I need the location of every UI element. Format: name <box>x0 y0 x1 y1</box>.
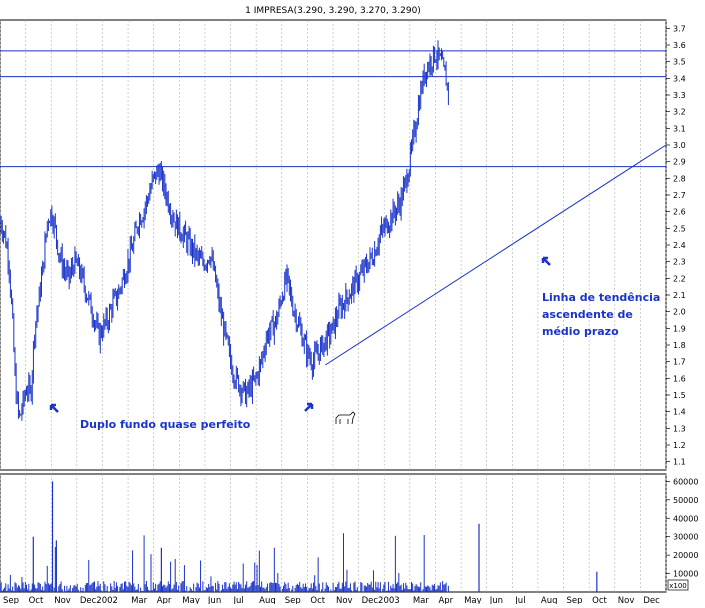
annotation-double-bottom: Duplo fundo quase perfeito <box>80 418 251 431</box>
price-tick-label: 3.7 <box>673 24 686 33</box>
price-tick-label: 3.5 <box>673 58 686 67</box>
price-tick-label: 1.9 <box>673 324 686 333</box>
volume-tick-label: 30000 <box>673 533 698 542</box>
price-tick-label: 1.5 <box>673 391 686 400</box>
x-tick-label: Nov <box>336 596 353 604</box>
price-tick-label: 1.2 <box>673 441 686 450</box>
x-tick-label: May <box>182 596 200 604</box>
price-tick-label: 3.0 <box>673 141 686 150</box>
x-tick-label: Jun <box>489 596 503 604</box>
chart-title: 1 IMPRESA(3.290, 3.290, 3.270, 3.290) <box>245 6 421 16</box>
x-tick-label: Apr <box>157 596 172 604</box>
x-tick-label: Oct <box>310 596 325 604</box>
price-tick-label: 2.4 <box>673 241 686 250</box>
price-tick-label: 2.9 <box>673 158 686 167</box>
volume-tick-label: 10000 <box>673 570 698 579</box>
volume-tick-label: 40000 <box>673 514 698 523</box>
annotation-trend-line2: ascendente de <box>542 308 633 321</box>
volume-unit-box <box>667 579 689 591</box>
price-tick-label: 3.6 <box>673 41 686 50</box>
x-tick-label: Dec <box>643 596 660 604</box>
x-tick-label: Oct <box>592 596 607 604</box>
x-tick-label: Sep <box>567 596 583 604</box>
price-tick-label: 3.3 <box>673 91 686 100</box>
x-tick-label: Oct <box>29 596 44 604</box>
x-tick-label: Dec2002 <box>80 596 118 604</box>
price-tick-label: 1.4 <box>673 408 686 417</box>
x-tick-label: Mar <box>131 596 148 604</box>
trend-line <box>325 144 667 366</box>
price-tick-label: 2.3 <box>673 258 686 267</box>
price-tick-label: 2.1 <box>673 291 686 300</box>
double-bottom-arrow <box>49 403 59 413</box>
x-tick-label: Nov <box>54 596 71 604</box>
x-tick-label: Nov <box>618 596 635 604</box>
bull-icon <box>335 411 356 425</box>
volume-tick-label: 20000 <box>673 551 698 560</box>
x-tick-label: Jul <box>233 596 244 604</box>
x-tick-label: May <box>464 596 482 604</box>
price-tick-label: 2.2 <box>673 274 686 283</box>
volume-tick-label: 50000 <box>673 496 698 505</box>
volume-tick-label: 60000 <box>673 477 698 486</box>
x-tick-label: Mar <box>413 596 430 604</box>
x-tick-label: Aug <box>259 596 276 604</box>
trendline-arrow <box>541 256 551 266</box>
price-tick-label: 2.7 <box>673 191 686 200</box>
annotation-trend-line3: médio prazo <box>542 325 619 338</box>
x-tick-label: Sep <box>285 596 301 604</box>
september-arrow <box>304 402 314 412</box>
price-tick-label: 2.6 <box>673 208 686 217</box>
x-tick-label: Aug <box>541 596 558 604</box>
volume-unit-label: x100 <box>669 582 687 590</box>
x-tick-label: Apr <box>438 596 453 604</box>
price-tick-label: 2.0 <box>673 308 686 317</box>
price-tick-label: 1.1 <box>673 458 686 467</box>
price-tick-label: 1.6 <box>673 374 686 383</box>
price-tick-label: 2.5 <box>673 224 686 233</box>
x-tick-label: Jul <box>514 596 525 604</box>
price-tick-label: 1.8 <box>673 341 686 350</box>
price-tick-label: 3.4 <box>673 74 686 83</box>
price-tick-label: 1.7 <box>673 358 686 367</box>
annotation-trend-line1: Linha de tendência <box>542 291 660 304</box>
x-tick-label: Dec2003 <box>362 596 400 604</box>
price-tick-label: 2.8 <box>673 174 686 183</box>
price-tick-label: 3.2 <box>673 108 686 117</box>
price-tick-label: 3.1 <box>673 124 686 133</box>
x-tick-label: Jun <box>207 596 221 604</box>
x-tick-label: Sep <box>3 596 19 604</box>
price-tick-label: 1.3 <box>673 424 686 433</box>
